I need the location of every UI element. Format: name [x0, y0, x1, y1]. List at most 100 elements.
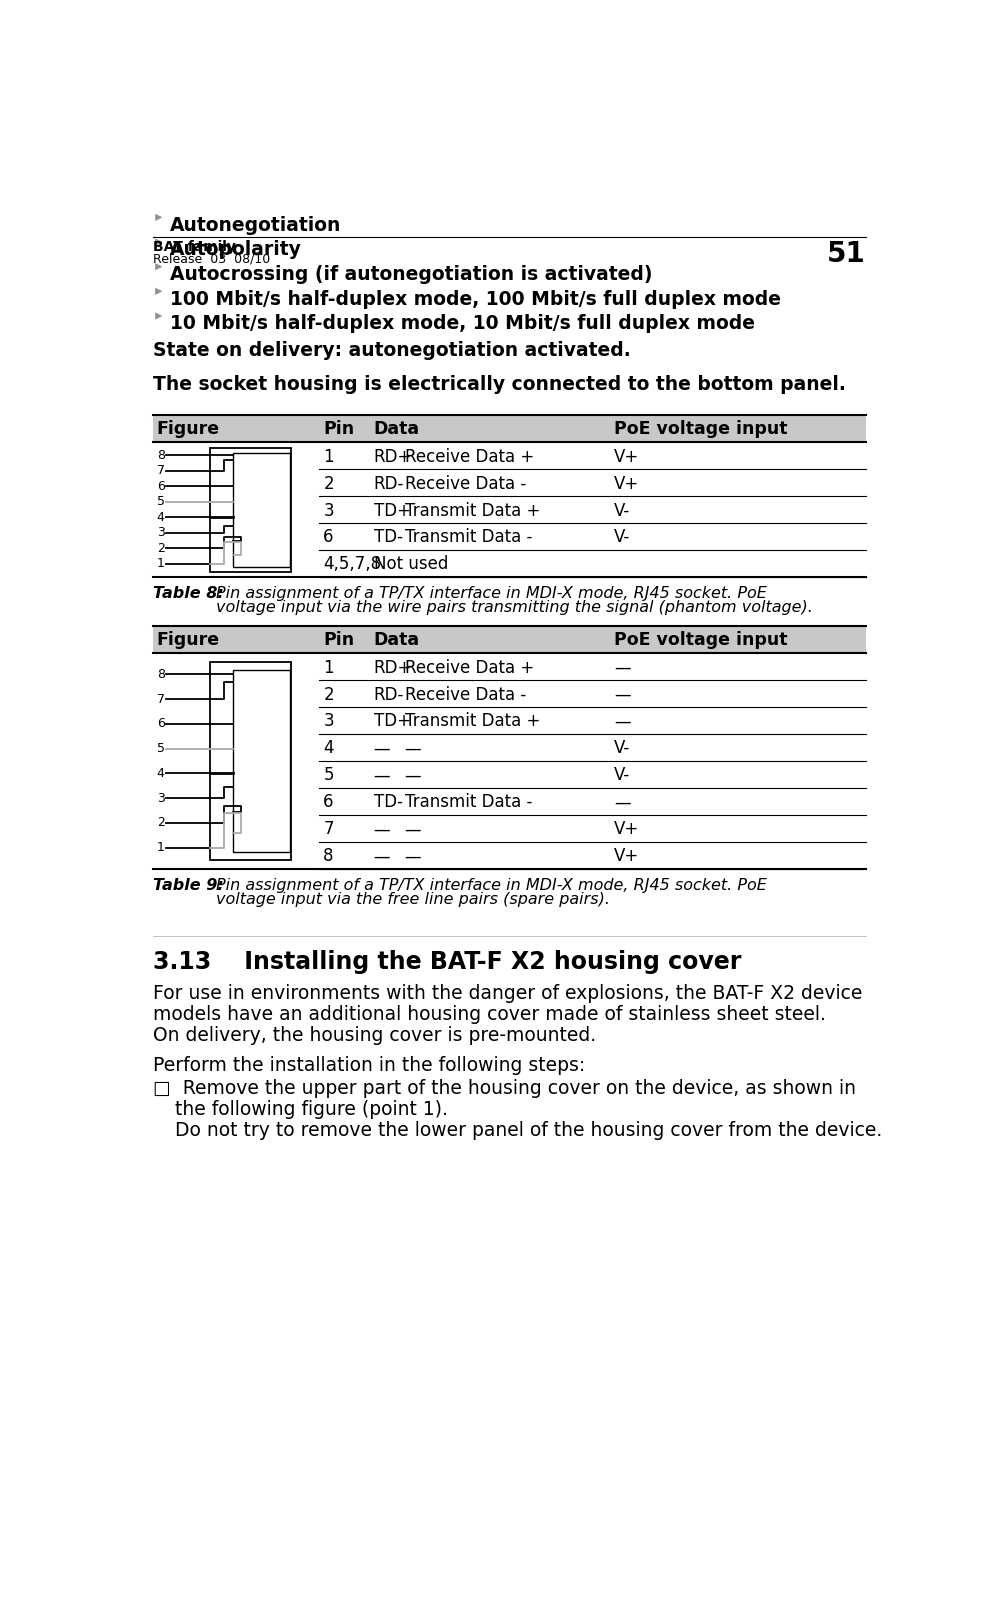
Text: 51: 51 — [826, 241, 865, 269]
Text: 6: 6 — [157, 479, 165, 492]
Text: 7: 7 — [157, 465, 165, 478]
Text: Pin: Pin — [323, 419, 354, 437]
Text: 2: 2 — [323, 474, 333, 492]
Text: 7: 7 — [157, 693, 165, 706]
Text: V+: V+ — [613, 474, 639, 492]
Text: Transmit Data -: Transmit Data - — [404, 793, 531, 811]
Text: —: — — [374, 766, 389, 784]
Text: RD+: RD+ — [374, 447, 412, 466]
Text: BAT family: BAT family — [153, 241, 236, 254]
Text: 3: 3 — [323, 502, 333, 520]
Text: Figure: Figure — [157, 419, 220, 437]
Text: V-: V- — [613, 528, 630, 547]
Text: 5: 5 — [157, 742, 165, 754]
Text: Pin assignment of a TP/TX interface in MDI-X mode, RJ45 socket. PoE: Pin assignment of a TP/TX interface in M… — [216, 877, 766, 894]
Text: —: — — [374, 821, 389, 839]
Text: State on delivery: autonegotiation activated.: State on delivery: autonegotiation activ… — [153, 340, 630, 359]
Text: 2: 2 — [157, 816, 165, 829]
Text: 1: 1 — [323, 447, 333, 466]
Text: voltage input via the wire pairs transmitting the signal (phantom voltage).: voltage input via the wire pairs transmi… — [216, 601, 812, 615]
Text: 100 Mbit/s half-duplex mode, 100 Mbit/s full duplex mode: 100 Mbit/s half-duplex mode, 100 Mbit/s … — [170, 290, 780, 309]
Bar — [153, 414, 865, 442]
Text: —: — — [613, 659, 630, 677]
Text: —: — — [374, 740, 389, 758]
Text: V-: V- — [613, 502, 630, 520]
Text: 5: 5 — [157, 495, 165, 508]
Bar — [210, 662, 291, 860]
Text: Transmit Data -: Transmit Data - — [404, 528, 531, 547]
Text: Receive Data -: Receive Data - — [404, 685, 526, 704]
Text: PoE voltage input: PoE voltage input — [613, 419, 787, 437]
Text: TD+: TD+ — [374, 502, 410, 520]
Text: V+: V+ — [613, 447, 639, 466]
Text: 2: 2 — [323, 685, 333, 704]
Text: —: — — [613, 685, 630, 704]
Text: 3: 3 — [323, 712, 333, 730]
Text: Pin: Pin — [323, 631, 354, 649]
Bar — [233, 670, 289, 852]
Text: Transmit Data +: Transmit Data + — [404, 712, 539, 730]
Text: 3.13    Installing the BAT-F X2 housing cover: 3.13 Installing the BAT-F X2 housing cov… — [153, 950, 740, 973]
Text: 8: 8 — [157, 448, 165, 461]
Text: —: — — [374, 847, 389, 865]
Text: 1: 1 — [157, 557, 165, 570]
Text: V+: V+ — [613, 821, 639, 839]
Text: Pin assignment of a TP/TX interface in MDI-X mode, RJ45 socket. PoE: Pin assignment of a TP/TX interface in M… — [216, 586, 766, 601]
Text: Autopolarity: Autopolarity — [170, 241, 302, 259]
Text: —: — — [613, 793, 630, 811]
Text: —: — — [404, 847, 421, 865]
Text: 2: 2 — [157, 542, 165, 555]
Text: —: — — [404, 766, 421, 784]
Text: 6: 6 — [157, 717, 165, 730]
Text: Release  03  08/10: Release 03 08/10 — [153, 253, 270, 266]
Text: Not used: Not used — [374, 555, 448, 573]
Text: Receive Data -: Receive Data - — [404, 474, 526, 492]
Text: PoE voltage input: PoE voltage input — [613, 631, 787, 649]
Text: 5: 5 — [323, 766, 333, 784]
Text: —: — — [404, 740, 421, 758]
Text: Data: Data — [374, 419, 419, 437]
Text: the following figure (point 1).: the following figure (point 1). — [175, 1099, 447, 1119]
Text: Autonegotiation: Autonegotiation — [170, 215, 341, 235]
Text: TD+: TD+ — [374, 712, 410, 730]
Text: V-: V- — [613, 740, 630, 758]
Text: —: — — [613, 712, 630, 730]
Text: TD-: TD- — [374, 528, 402, 547]
Text: Transmit Data +: Transmit Data + — [404, 502, 539, 520]
Text: RD-: RD- — [374, 474, 403, 492]
Text: Do not try to remove the lower panel of the housing cover from the device.: Do not try to remove the lower panel of … — [175, 1120, 880, 1140]
Text: □  Remove the upper part of the housing cover on the device, as shown in: □ Remove the upper part of the housing c… — [153, 1078, 855, 1098]
Text: V-: V- — [613, 766, 630, 784]
Bar — [233, 453, 289, 567]
Text: Receive Data +: Receive Data + — [404, 659, 533, 677]
Text: Figure: Figure — [157, 631, 220, 649]
Text: V+: V+ — [613, 847, 639, 865]
Text: 8: 8 — [157, 667, 165, 680]
Text: Table 8:: Table 8: — [153, 586, 224, 601]
Text: RD-: RD- — [374, 685, 403, 704]
Text: 10 Mbit/s half-duplex mode, 10 Mbit/s full duplex mode: 10 Mbit/s half-duplex mode, 10 Mbit/s fu… — [170, 314, 754, 334]
Text: 4: 4 — [157, 512, 165, 525]
Text: 6: 6 — [323, 528, 333, 547]
Text: For use in environments with the danger of explosions, the BAT-F X2 device: For use in environments with the danger … — [153, 984, 862, 1004]
Text: 8: 8 — [323, 847, 333, 865]
Text: 1: 1 — [157, 842, 165, 855]
Text: Data: Data — [374, 631, 419, 649]
Text: Autocrossing (if autonegotiation is activated): Autocrossing (if autonegotiation is acti… — [170, 266, 652, 283]
Text: 4: 4 — [323, 740, 333, 758]
Text: TD-: TD- — [374, 793, 402, 811]
Text: voltage input via the free line pairs (spare pairs).: voltage input via the free line pairs (s… — [216, 892, 609, 907]
Text: RD+: RD+ — [374, 659, 412, 677]
Text: 3: 3 — [157, 526, 165, 539]
Text: Table 9:: Table 9: — [153, 877, 224, 894]
Text: 7: 7 — [323, 821, 333, 839]
Text: models have an additional housing cover made of stainless sheet steel.: models have an additional housing cover … — [153, 1005, 825, 1025]
Text: 4: 4 — [157, 767, 165, 780]
Text: The socket housing is electrically connected to the bottom panel.: The socket housing is electrically conne… — [153, 376, 845, 395]
Text: 4,5,7,8: 4,5,7,8 — [323, 555, 381, 573]
Text: On delivery, the housing cover is pre-mounted.: On delivery, the housing cover is pre-mo… — [153, 1026, 596, 1044]
Text: 6: 6 — [323, 793, 333, 811]
Text: 3: 3 — [157, 792, 165, 805]
Text: Perform the installation in the following steps:: Perform the installation in the followin… — [153, 1056, 585, 1075]
Text: 1: 1 — [323, 659, 333, 677]
